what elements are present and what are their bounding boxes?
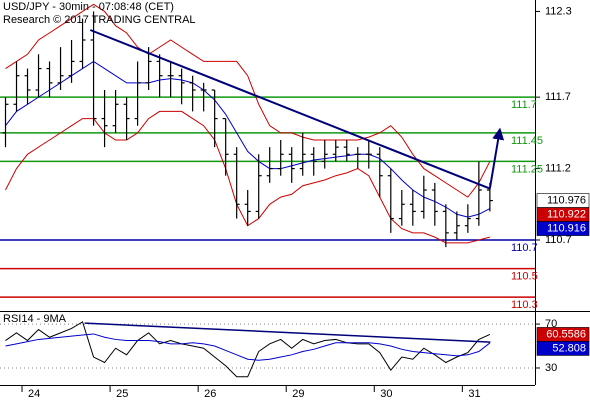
- plot-layer: 24 25 26 29 30 31 110.7 111.2 111.7 112.3 111.7 111…: [0, 3, 590, 400]
- level-label: 111.7: [511, 99, 537, 111]
- level-label: 110.7: [511, 242, 538, 254]
- level-label: 111.25: [511, 163, 543, 175]
- price-tag: [536, 221, 590, 236]
- y-tick-label: 110.7: [545, 234, 572, 246]
- trendline: [84, 322, 491, 343]
- x-tick-label: 31: [468, 388, 480, 400]
- price-tag-label: 60.5586: [546, 328, 586, 340]
- indicator-line: [5, 60, 491, 218]
- y-tick-label: 111.2: [545, 162, 571, 174]
- forecast-arrow: [488, 127, 505, 189]
- rsi-line: [5, 333, 491, 361]
- price-tag-label: 110.916: [547, 222, 586, 234]
- rsi-title: RSI14 - 9MA: [3, 313, 67, 325]
- y-tick-label: 70: [545, 318, 557, 330]
- chart-title: USD/JPY - 30min - 07:08:48 (CET): [3, 1, 174, 13]
- level-label: 110.3: [511, 299, 538, 311]
- x-tick-label: 24: [28, 388, 40, 400]
- x-tick-label: 25: [116, 388, 128, 400]
- price-tag-label: 52.808: [552, 342, 586, 354]
- rsi-line: [5, 321, 491, 378]
- y-tick-label: 111.7: [545, 91, 571, 103]
- x-tick-label: 26: [204, 388, 216, 400]
- y-tick-label: 30: [545, 362, 557, 374]
- price-tag-label: 110.922: [547, 208, 586, 220]
- price-tag: [536, 341, 590, 356]
- level-label: 111.45: [511, 135, 543, 147]
- level-label: 110.5: [511, 270, 538, 282]
- x-tick-label: 30: [380, 388, 392, 400]
- chart-subtitle: Research © 2017 TRADING CENTRAL: [3, 14, 196, 26]
- indicator-line: [5, 3, 491, 198]
- trendline: [89, 29, 491, 190]
- x-tick-label: 29: [292, 388, 304, 400]
- price-tag-label: 110.976: [547, 194, 586, 206]
- y-tick-label: 112.3: [545, 5, 572, 17]
